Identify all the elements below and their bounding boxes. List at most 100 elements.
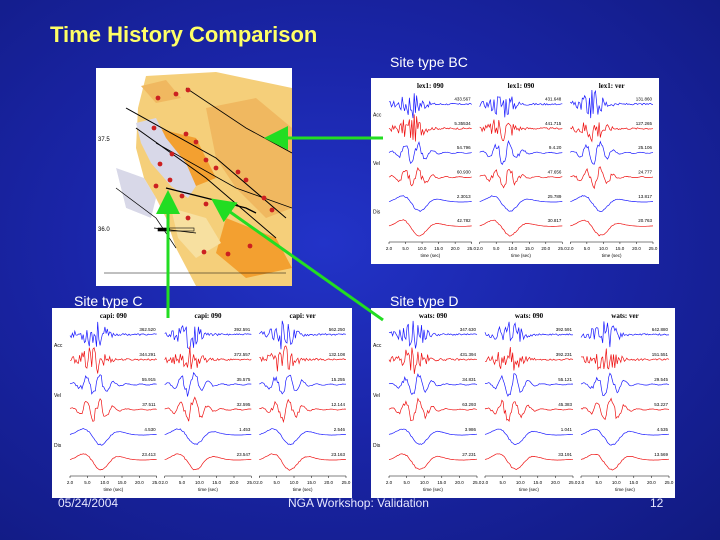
peak-value: 33.191 — [558, 452, 572, 457]
peak-value: 15.255 — [331, 377, 345, 382]
tick-label: 2.0 — [386, 246, 393, 251]
tick-label: 20.0 — [541, 246, 550, 251]
tick-label: 15.0 — [307, 480, 316, 485]
peak-value: 25.789 — [548, 194, 562, 199]
page-number: 12 — [650, 496, 664, 510]
row-label: Vel — [373, 161, 380, 167]
peak-value: 562.250 — [329, 327, 346, 332]
peak-value: 5.35534 — [454, 121, 471, 126]
recorded-trace — [484, 321, 574, 342]
peak-value: 441.715 — [545, 121, 562, 126]
recorded-trace — [259, 320, 347, 350]
peak-value: 1.453 — [239, 427, 251, 432]
tick-label: 20.0 — [632, 246, 641, 251]
tick-label: 15.0 — [533, 480, 542, 485]
simulated-trace — [388, 453, 478, 470]
recorded-trace — [259, 374, 347, 395]
recorded-trace — [484, 428, 573, 445]
tick-label: 2.0 — [67, 480, 74, 485]
simulated-trace — [259, 453, 347, 471]
row-label: Dis — [373, 443, 381, 449]
simulated-trace — [164, 346, 252, 370]
simulated-trace — [484, 453, 573, 471]
recorded-trace — [580, 321, 670, 348]
recorded-trace — [570, 89, 654, 119]
peak-value: 53.227 — [654, 402, 668, 407]
panel-header: lex1: ver — [599, 82, 625, 90]
tick-label: 20.0 — [135, 480, 144, 485]
simulated-trace — [69, 347, 157, 374]
tick-label: 20.0 — [647, 480, 656, 485]
peak-value: 30.817 — [548, 218, 562, 223]
simulated-trace — [69, 398, 157, 422]
peak-value: 34.831 — [462, 377, 476, 382]
recorded-trace — [479, 96, 563, 118]
peak-value: 2.546 — [334, 427, 346, 432]
tick-label: 10.0 — [420, 480, 429, 485]
peak-value: 23.163 — [331, 452, 345, 457]
peak-value: 127.265 — [636, 121, 653, 126]
recorded-trace — [570, 140, 654, 165]
tick-label: 5.0 — [584, 246, 591, 251]
axis-label: time (sec) — [423, 487, 443, 492]
footer-date: 05/24/2004 — [58, 496, 119, 510]
tick-label: 25.0 — [649, 246, 658, 251]
simulated-trace — [388, 397, 478, 422]
panel-header: wats: ver — [611, 312, 638, 320]
row-label: Vel — [373, 393, 380, 399]
tick-label: 5.0 — [179, 480, 186, 485]
arrow-d-to-map — [211, 198, 384, 322]
simulated-trace — [580, 453, 670, 471]
tick-label: 15.0 — [212, 480, 221, 485]
panel-header: lex1: 090 — [417, 82, 444, 90]
peak-value: 2.3013 — [457, 194, 471, 199]
tick-label: 5.0 — [403, 480, 410, 485]
peak-value: 63.293 — [462, 402, 476, 407]
row-label: Acc — [373, 112, 382, 118]
tick-label: 25.0 — [247, 480, 256, 485]
axis-label: time (sec) — [519, 487, 539, 492]
fault-map: 37.5 36.0 — [96, 68, 292, 286]
peak-value: 29.545 — [654, 377, 668, 382]
slide-title: Time History Comparison — [50, 22, 318, 47]
peak-value: 151.551 — [652, 352, 669, 357]
tick-label: 10.0 — [290, 480, 299, 485]
panel-header: lex1: 090 — [508, 82, 535, 90]
simulated-trace — [580, 397, 670, 421]
tick-label: 5.0 — [499, 480, 506, 485]
tick-label: 2.0 — [386, 480, 393, 485]
simulated-trace — [388, 167, 472, 187]
recorded-trace — [69, 321, 157, 347]
tick-label: 25.0 — [558, 246, 567, 251]
peak-value: 25.106 — [638, 145, 652, 150]
peak-value: 132.108 — [329, 352, 346, 357]
tick-label: 25.0 — [152, 480, 161, 485]
peak-value: 4.535 — [657, 427, 669, 432]
simulated-trace — [388, 114, 472, 142]
axis-label: time (sec) — [103, 487, 123, 492]
tick-label: 25.0 — [665, 480, 674, 485]
peak-value: 131.860 — [636, 97, 653, 102]
peak-value: 23.547 — [237, 452, 251, 457]
tick-label: 10.0 — [418, 246, 427, 251]
simulated-trace — [570, 166, 654, 190]
peak-value: 431.648 — [545, 97, 562, 102]
recorded-trace — [388, 428, 478, 445]
recorded-trace — [484, 373, 574, 397]
peak-value: 433.567 — [454, 97, 471, 102]
peak-value: 1.041 — [561, 427, 573, 432]
waveform-panel-bc: lex1: 090 lex1: 090 lex1: ver Acc Vel Dis 433.… — [371, 78, 659, 264]
tick-label: 5.0 — [595, 480, 602, 485]
simulated-trace — [388, 347, 477, 374]
axis-label: time (sec) — [198, 487, 218, 492]
tick-label: 25.0 — [473, 480, 482, 485]
tick-label: 10.0 — [599, 246, 608, 251]
peak-value: 372.557 — [234, 352, 251, 357]
row-label: Dis — [54, 443, 62, 449]
row-label: Acc — [54, 343, 63, 349]
lat-label: 37.5 — [98, 137, 110, 143]
simulated-trace — [484, 399, 574, 423]
simulated-trace — [259, 345, 347, 372]
recorded-trace — [164, 324, 252, 351]
